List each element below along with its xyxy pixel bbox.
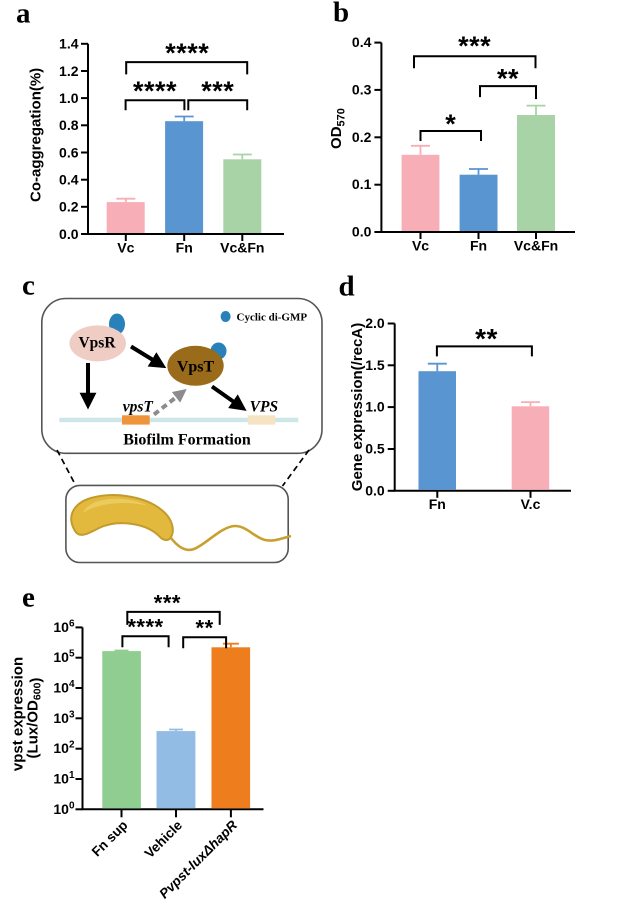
svg-text:0.0: 0.0: [59, 226, 79, 242]
svg-text:*: *: [445, 109, 456, 139]
svg-text:1.0: 1.0: [365, 399, 385, 415]
svg-text:****: ****: [127, 615, 163, 640]
svg-text:Vc&Fn: Vc&Fn: [514, 238, 558, 254]
svg-text:0.5: 0.5: [365, 441, 385, 457]
svg-text:c: c: [22, 270, 35, 302]
svg-text:0.6: 0.6: [59, 144, 79, 160]
svg-text:b: b: [333, 0, 349, 29]
svg-text:0.0: 0.0: [352, 224, 372, 240]
svg-text:VpsR: VpsR: [78, 334, 116, 351]
svg-text:0.2: 0.2: [352, 129, 372, 145]
svg-text:1.4: 1.4: [59, 36, 79, 52]
svg-text:vpsT: vpsT: [123, 399, 154, 416]
svg-text:**: **: [475, 323, 498, 354]
svg-text:****: ****: [165, 38, 209, 68]
svg-text:Cyclic di-GMP: Cyclic di-GMP: [237, 312, 308, 324]
svg-text:***: ***: [154, 591, 181, 616]
svg-text:**: **: [497, 64, 519, 94]
svg-text:0.0: 0.0: [365, 482, 385, 498]
svg-text:1.2: 1.2: [59, 63, 79, 79]
svg-text:Vc: Vc: [117, 240, 134, 256]
svg-text:Fn: Fn: [470, 238, 487, 254]
svg-text:0.1: 0.1: [352, 176, 372, 192]
svg-text:***: ***: [201, 76, 234, 106]
svg-text:Vc&Fn: Vc&Fn: [220, 240, 264, 256]
svg-text:1.0: 1.0: [59, 90, 79, 106]
svg-text:Gene expression(/recA): Gene expression(/recA): [349, 323, 366, 491]
svg-text:a: a: [16, 0, 31, 30]
svg-text:V.c: V.c: [521, 496, 541, 512]
svg-text:VPS: VPS: [250, 399, 278, 416]
svg-text:vpst expression: vpst expression: [10, 657, 27, 771]
svg-text:VpsT: VpsT: [177, 359, 215, 376]
svg-text:**: **: [196, 616, 214, 641]
svg-text:Fn: Fn: [176, 240, 193, 256]
svg-text:0.4: 0.4: [59, 172, 79, 188]
svg-text:Fn: Fn: [429, 496, 446, 512]
svg-text:d: d: [339, 271, 355, 303]
svg-text:0.4: 0.4: [352, 34, 372, 50]
svg-text:0.3: 0.3: [352, 81, 372, 97]
svg-text:1.5: 1.5: [365, 357, 385, 373]
svg-text:0.2: 0.2: [59, 199, 79, 215]
svg-text:Vc: Vc: [412, 238, 429, 254]
svg-text:***: ***: [458, 31, 491, 61]
svg-text:****: ****: [133, 76, 177, 106]
svg-text:0.8: 0.8: [59, 117, 79, 133]
svg-text:2.0: 2.0: [365, 315, 385, 331]
svg-text:Biofilm Formation: Biofilm Formation: [123, 432, 251, 449]
svg-text:Co-aggregation(%): Co-aggregation(%): [28, 68, 45, 202]
svg-text:e: e: [22, 582, 35, 614]
